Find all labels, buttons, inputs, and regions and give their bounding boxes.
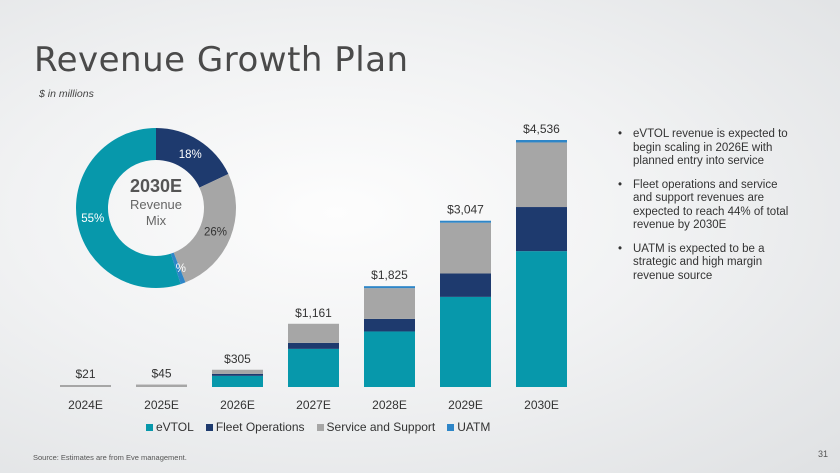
donut-slice-service-and-support [173,173,236,283]
legend-swatch [146,423,153,431]
bar-segment-fleet-operations [440,273,491,297]
x-axis-tick-label: 2025E [144,398,179,412]
bar-segment-uatm [516,140,567,143]
bar-segment-fleet-operations [364,318,415,332]
bar-segment-evtol [440,296,491,387]
bar-segment-fleet-operations [212,373,263,376]
bar-segment-service-and-support [288,323,339,343]
page-title: Revenue Growth Plan [34,40,409,80]
bar-segment-evtol [364,331,415,387]
page-subtitle: $ in millions [39,88,94,100]
bar-segment-service-and-support [440,222,491,274]
bar-segment-service-and-support [516,142,567,208]
donut-center-label-1: Revenue [129,197,183,212]
bar-total-label: $305 [224,352,251,366]
bar-total-label: $3,047 [447,203,484,217]
legend-swatch [316,423,324,431]
bar-segment-fleet-operations [516,207,567,252]
legend-label: UATM [457,420,491,434]
bar-segment-service-and-support [136,384,187,387]
donut-slice-fleet-operations [156,128,229,188]
bar-total-label: $4,536 [523,122,560,136]
bar-segment-evtol [212,375,263,387]
legend-swatch [447,423,455,431]
x-axis-tick-label: 2030E [524,398,559,412]
legend-item-uatm: UATM [447,420,490,434]
donut-slice-evtol [76,128,181,289]
legend-label: Fleet Operations [215,420,305,434]
bar-total-label: $1,161 [295,306,332,320]
x-axis-tick-label: 2024E [68,398,103,412]
bar-total-label: $1,825 [371,268,408,282]
legend-item-fleet-operations: Fleet Operations [205,420,305,434]
bar-segment-evtol [288,348,339,387]
x-axis-tick-label: 2027E [296,398,331,412]
chart-legend: eVTOL Fleet Operations Service and Suppo… [146,420,490,434]
legend-label: eVTOL [156,420,194,434]
donut-center: 2030E Revenue Mix [110,176,202,229]
donut-center-title: 2030E [129,176,183,196]
donut-slice-label: 18% [179,149,202,161]
bar-segment-fleet-operations [288,342,339,349]
donut-slice-label: 55% [81,213,104,225]
legend-item-evtol: eVTOL [146,420,194,434]
donut-center-label-2: Mix [145,213,167,228]
bar-total-label: $21 [75,367,95,381]
legend-label: Service and Support [326,420,436,434]
key-points-list: eVTOL revenue is expected to begin scali… [616,128,796,293]
x-axis-tick-label: 2029E [448,398,483,412]
bar-total-label: $45 [151,367,171,381]
x-axis-tick-label: 2028E [372,398,407,412]
bullet-item: Fleet operations and service and support… [616,179,796,233]
bar-segment-uatm [364,286,415,289]
bullet-item: UATM is expected to be a strategic and h… [616,243,796,284]
page-number: 31 [818,449,829,459]
bar-segment-service-and-support [212,369,263,374]
legend-item-service-support: Service and Support [316,420,436,434]
donut-slice-label: 26% [204,227,227,239]
donut-slice-uatm [170,252,186,285]
bullet-item: eVTOL revenue is expected to begin scali… [616,128,796,169]
bar-segment-evtol [516,251,567,387]
bar-segment-uatm [440,220,491,223]
bar-segment-service-and-support [364,288,415,319]
legend-swatch [205,423,213,431]
source-note: Source: Estimates are from Eve managemen… [33,453,187,462]
bar-segment-service-and-support [60,385,111,387]
x-axis-tick-label: 2026E [220,398,255,412]
